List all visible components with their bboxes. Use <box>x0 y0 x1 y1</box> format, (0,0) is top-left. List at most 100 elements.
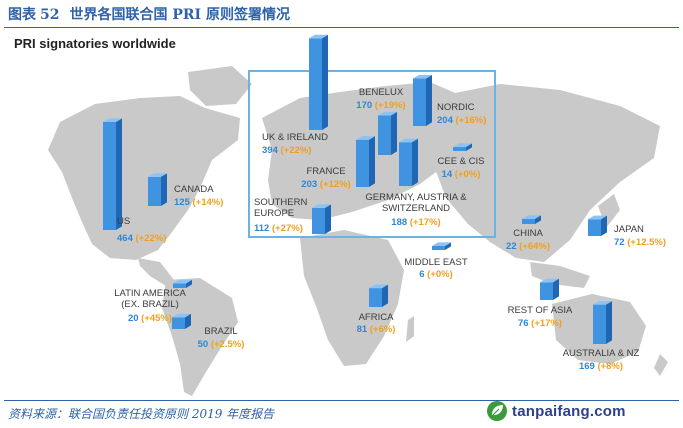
region-value-china: 22 (+64%) <box>506 241 550 252</box>
region-count-latin-america-ex-brazil: 20 <box>128 313 141 324</box>
bar-rest-of-asia <box>540 278 559 300</box>
bar-canada <box>148 173 167 206</box>
bar-top-nordic <box>413 74 432 79</box>
bar-france <box>356 136 375 187</box>
south-america-land <box>162 278 238 396</box>
bar-side-latin-america-ex-brazil <box>186 279 192 288</box>
region-name-japan: JAPAN <box>614 224 644 235</box>
region-name-uk-ireland: UK & IRELAND <box>262 132 328 143</box>
bar-front-australia-nz <box>593 304 606 344</box>
top-divider <box>4 27 679 28</box>
bar-japan <box>588 215 607 236</box>
bar-side-cee-cis <box>466 143 472 151</box>
bar-side-middle-east <box>445 242 451 250</box>
region-growth-germany-austria-switzerland: (+17%) <box>410 217 441 228</box>
region-value-canada: 125 (+14%) <box>174 197 223 208</box>
bar-australia-nz <box>593 301 612 344</box>
bar-front-uk-ireland <box>309 38 322 130</box>
bar-top-brazil <box>172 313 191 318</box>
region-labels: US 464 (+22%) CANADA 125 (+14%) LATIN AMERIC… <box>114 87 666 372</box>
bar-top-benelux <box>378 111 397 116</box>
region-name-latin-america-ex-brazil-line-2: (EX. BRAZIL) <box>121 299 179 310</box>
bar-side-rest-of-asia <box>553 278 559 300</box>
bar-front-brazil <box>172 317 185 329</box>
region-name-us: US <box>117 216 130 227</box>
region-count-germany-austria-switzerland: 188 <box>391 217 410 228</box>
region-value-japan: 72 (+12.5%) <box>614 237 666 248</box>
region-name-france: FRANCE <box>306 166 345 177</box>
bar-top-latin-america-ex-brazil <box>173 279 192 284</box>
bar-top-southern-europe <box>312 204 331 208</box>
bar-front-canada <box>148 176 161 206</box>
bar-front-southern-europe <box>312 207 325 234</box>
region-name-germany-austria-switzerland-line-1: GERMANY, AUSTRIA & <box>365 192 467 203</box>
figure-title: 图表 52 世界各国联合国 PRI 原则签署情况 <box>8 4 290 24</box>
region-value-australia-nz: 169 (+8%) <box>579 361 623 372</box>
region-growth-canada: (+14%) <box>193 197 224 208</box>
europe-highlight-box <box>248 70 496 238</box>
bar-front-japan <box>588 219 601 236</box>
region-value-southern-europe: 112 (+27%) <box>254 223 303 234</box>
southeast-asia-land <box>530 262 590 288</box>
region-growth-rest-of-asia: (+17%) <box>531 318 562 329</box>
bar-side-benelux <box>391 111 397 155</box>
region-name-germany-austria-switzerland-line-2: SWITZERLAND <box>382 203 450 214</box>
bar-top-australia-nz <box>593 301 612 305</box>
bar-front-us <box>103 122 116 230</box>
region-value-latin-america-ex-brazil: 20 (+45%) <box>128 313 172 324</box>
region-growth-benelux: (+19%) <box>375 100 406 111</box>
bar-front-latin-america-ex-brazil <box>173 283 186 288</box>
region-name-cee-cis: CEE & CIS <box>438 156 485 167</box>
source-note: 资料来源：联合国负责任投资原则 2019 年度报告 <box>8 407 275 421</box>
world-landmass <box>48 66 668 396</box>
bar-front-france <box>356 139 369 187</box>
region-bars <box>103 34 612 344</box>
bar-top-africa <box>369 284 388 289</box>
region-count-uk-ireland: 394 <box>262 145 281 156</box>
region-count-middle-east: 6 <box>419 269 427 280</box>
bar-top-japan <box>588 215 607 220</box>
region-name-southern-europe-line-1: SOUTHERN <box>254 197 307 208</box>
region-name-canada: CANADA <box>174 184 214 195</box>
bar-front-benelux <box>378 115 391 155</box>
north-america-land <box>48 96 240 260</box>
region-value-france: 203 (+12%) <box>301 179 350 190</box>
region-name-middle-east: MIDDLE EAST <box>404 257 468 268</box>
bottom-divider <box>4 400 679 401</box>
bar-southern-europe <box>312 204 331 234</box>
bar-side-china <box>535 215 541 224</box>
bar-latin-america-ex-brazil <box>173 279 192 288</box>
bar-top-china <box>522 215 541 219</box>
bar-top-us <box>103 118 122 122</box>
region-count-africa: 81 <box>357 324 370 335</box>
bar-benelux <box>378 111 397 155</box>
region-growth-cee-cis: (+0%) <box>455 169 481 180</box>
region-growth-brazil: (+2.5%) <box>211 339 245 350</box>
bar-front-china <box>522 218 535 224</box>
bar-top-uk-ireland <box>309 34 328 39</box>
region-growth-latin-america-ex-brazil: (+45%) <box>141 313 172 324</box>
bar-side-canada <box>161 173 167 206</box>
bar-cee-cis <box>453 143 472 151</box>
bar-germany-austria-switzerland <box>399 138 418 186</box>
bar-side-japan <box>601 215 607 236</box>
watermark-text: tanpaifang.com <box>512 402 626 420</box>
region-name-nordic: NORDIC <box>437 102 475 113</box>
region-count-brazil: 50 <box>198 339 211 350</box>
figure-title-text: 世界各国联合国 PRI 原则签署情况 <box>69 7 290 23</box>
bar-china <box>522 215 541 224</box>
bar-front-rest-of-asia <box>540 282 553 300</box>
region-count-japan: 72 <box>614 237 627 248</box>
bar-side-nordic <box>426 74 432 126</box>
region-growth-china: (+64%) <box>519 241 550 252</box>
region-count-australia-nz: 169 <box>579 361 598 372</box>
region-value-cee-cis: 14 (+0%) <box>442 169 481 180</box>
bar-side-us <box>116 118 122 230</box>
region-value-middle-east: 6 (+0%) <box>419 269 453 280</box>
region-growth-france: (+12%) <box>320 179 351 190</box>
region-value-nordic: 204 (+16%) <box>437 115 486 126</box>
madagascar-land <box>406 316 414 342</box>
bar-brazil <box>172 313 191 329</box>
bar-uk-ireland <box>309 34 328 131</box>
